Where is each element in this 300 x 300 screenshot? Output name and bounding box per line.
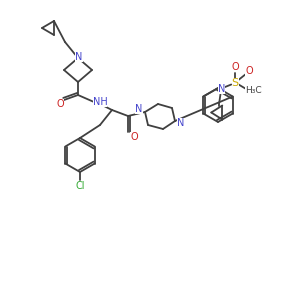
Text: O: O <box>130 132 138 142</box>
Text: N: N <box>75 52 83 62</box>
Text: S: S <box>232 77 239 88</box>
Text: N: N <box>177 118 185 128</box>
Text: N: N <box>218 83 225 94</box>
Text: NH: NH <box>93 97 107 107</box>
Text: Cl: Cl <box>75 181 85 191</box>
Text: O: O <box>56 99 64 109</box>
Text: N: N <box>135 104 143 114</box>
Text: O: O <box>245 65 253 76</box>
Text: O: O <box>232 61 239 71</box>
Text: H₃C: H₃C <box>245 86 262 95</box>
